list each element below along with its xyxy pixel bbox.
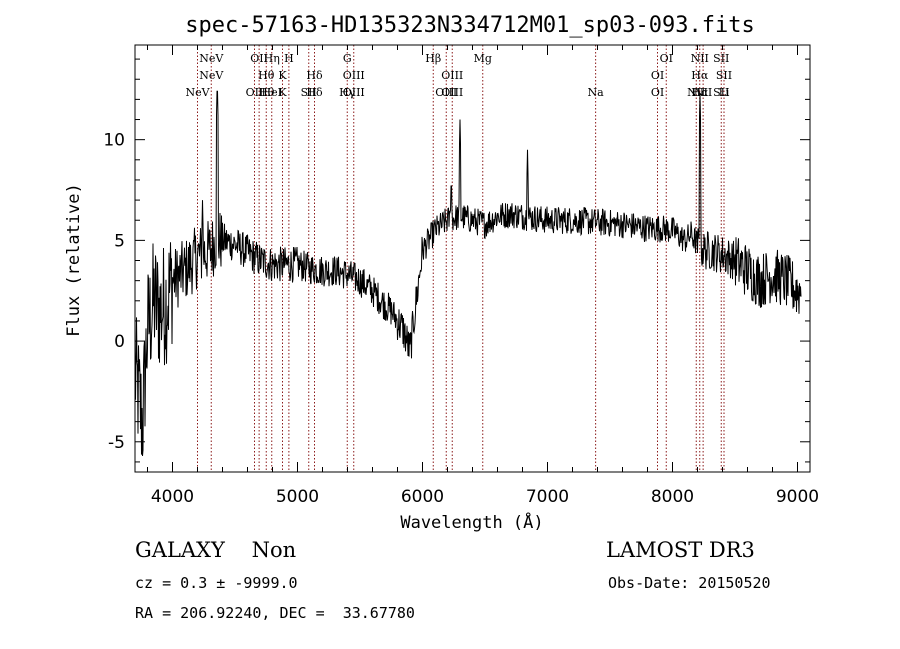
line-label-top: NII — [691, 52, 709, 65]
line-label-mid: Hα — [691, 69, 709, 82]
line-labels: NeVNeVOIIOIIHθHηHeIKHSIIHδGHγOIIIHβOIIIO… — [185, 52, 732, 99]
line-label-top: OI — [660, 52, 673, 65]
x-axis-label: Wavelength (Å) — [400, 511, 543, 533]
plot-frame — [134, 44, 811, 473]
line-label-bottom: Hα — [691, 86, 709, 99]
line-label-top: Mg — [474, 52, 492, 65]
line-label-bottom: K — [278, 86, 287, 99]
line-label-mid: SII — [716, 69, 732, 82]
line-label-top: G — [343, 52, 352, 65]
line-label-mid: K — [278, 69, 287, 82]
line-label-bottom: HeI — [262, 86, 282, 99]
x-tick-label: 4000 — [151, 487, 194, 507]
line-markers — [197, 45, 725, 472]
line-label-top: Hη — [264, 52, 280, 65]
line-label-bottom: Hθ — [258, 86, 275, 99]
x-tick-label: 6000 — [401, 487, 444, 507]
x-tick-label: 8000 — [651, 487, 694, 507]
line-label-bottom: SII — [713, 86, 729, 99]
chart-title: spec-57163-HD135323N334712M01_sp03-093.f… — [185, 13, 755, 38]
line-label-mid: Hθ — [258, 69, 275, 82]
line-label-bottom: SII — [301, 86, 317, 99]
line-label-top: H — [284, 52, 294, 65]
line-label-bottom: OIII — [435, 86, 457, 99]
line-label-mid: NeV — [199, 69, 224, 82]
y-tick-label: 10 — [103, 131, 125, 151]
x-tick-label: 7000 — [526, 487, 569, 507]
line-label-bottom: Hγ — [339, 86, 356, 99]
line-label-top: Hβ — [425, 52, 441, 65]
line-label-top: OII — [250, 52, 268, 65]
line-label-bottom: OIII — [441, 86, 463, 99]
y-axis-label: Flux (relative) — [64, 183, 84, 337]
line-label-bottom: OII — [246, 86, 264, 99]
observation-date: Obs-Date: 20150520 — [608, 574, 771, 592]
line-label-bottom: NII — [694, 86, 712, 99]
line-label-bottom: NII — [687, 86, 705, 99]
line-label-bottom: OI — [651, 86, 664, 99]
y-tick-label: 0 — [114, 332, 125, 352]
spectrum-layer — [134, 90, 802, 457]
line-label-bottom: Li — [719, 86, 730, 99]
line-label-bottom: Na — [588, 86, 605, 99]
line-label-bottom: NeV — [185, 86, 210, 99]
y-tick-label: -5 — [108, 433, 125, 453]
redshift-readout: cz = 0.3 ± -9999.0 — [135, 574, 298, 592]
object-class: GALAXY Non — [135, 538, 297, 562]
line-label-mid: OIII — [441, 69, 463, 82]
y-axis: -5 0 5 10 — [103, 58, 810, 463]
line-label-mid: Hδ — [306, 69, 323, 82]
line-label-bottom: Hδ — [306, 86, 323, 99]
line-label-top: NeV — [199, 52, 224, 65]
x-tick-label: 9000 — [776, 487, 819, 507]
x-tick-label: 5000 — [276, 487, 319, 507]
spectrum-line — [134, 90, 802, 457]
line-label-top: SII — [713, 52, 729, 65]
line-label-bottom: OIII — [343, 86, 365, 99]
x-axis: 4000 5000 6000 7000 8000 9000 — [147, 45, 819, 507]
line-label-mid: OI — [651, 69, 664, 82]
survey-name: LAMOST DR3 — [606, 538, 755, 562]
y-tick-label: 5 — [114, 231, 125, 251]
ra-dec-readout: RA = 206.92240, DEC = 33.67780 — [135, 604, 415, 622]
line-label-mid: OIII — [343, 69, 365, 82]
